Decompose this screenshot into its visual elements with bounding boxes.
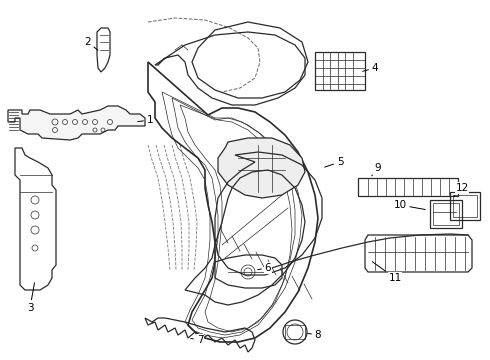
Text: 3: 3 [26,283,34,313]
Text: 2: 2 [85,37,98,50]
Bar [315,52,365,90]
Bar [453,195,477,217]
Polygon shape [218,138,305,198]
Text: 7: 7 [191,335,203,345]
Text: 5: 5 [325,157,343,167]
Bar [430,200,462,228]
Bar [450,192,480,220]
Text: 12: 12 [454,183,468,196]
Bar [358,178,458,196]
Text: 8: 8 [308,330,321,340]
Text: 4: 4 [363,63,378,73]
Text: 9: 9 [372,163,381,176]
Text: 1: 1 [138,115,153,125]
Text: 6: 6 [258,263,271,273]
Polygon shape [8,106,145,140]
Text: 10: 10 [393,200,425,210]
Text: 11: 11 [372,262,402,283]
Bar [433,203,459,225]
Bar [285,325,305,339]
